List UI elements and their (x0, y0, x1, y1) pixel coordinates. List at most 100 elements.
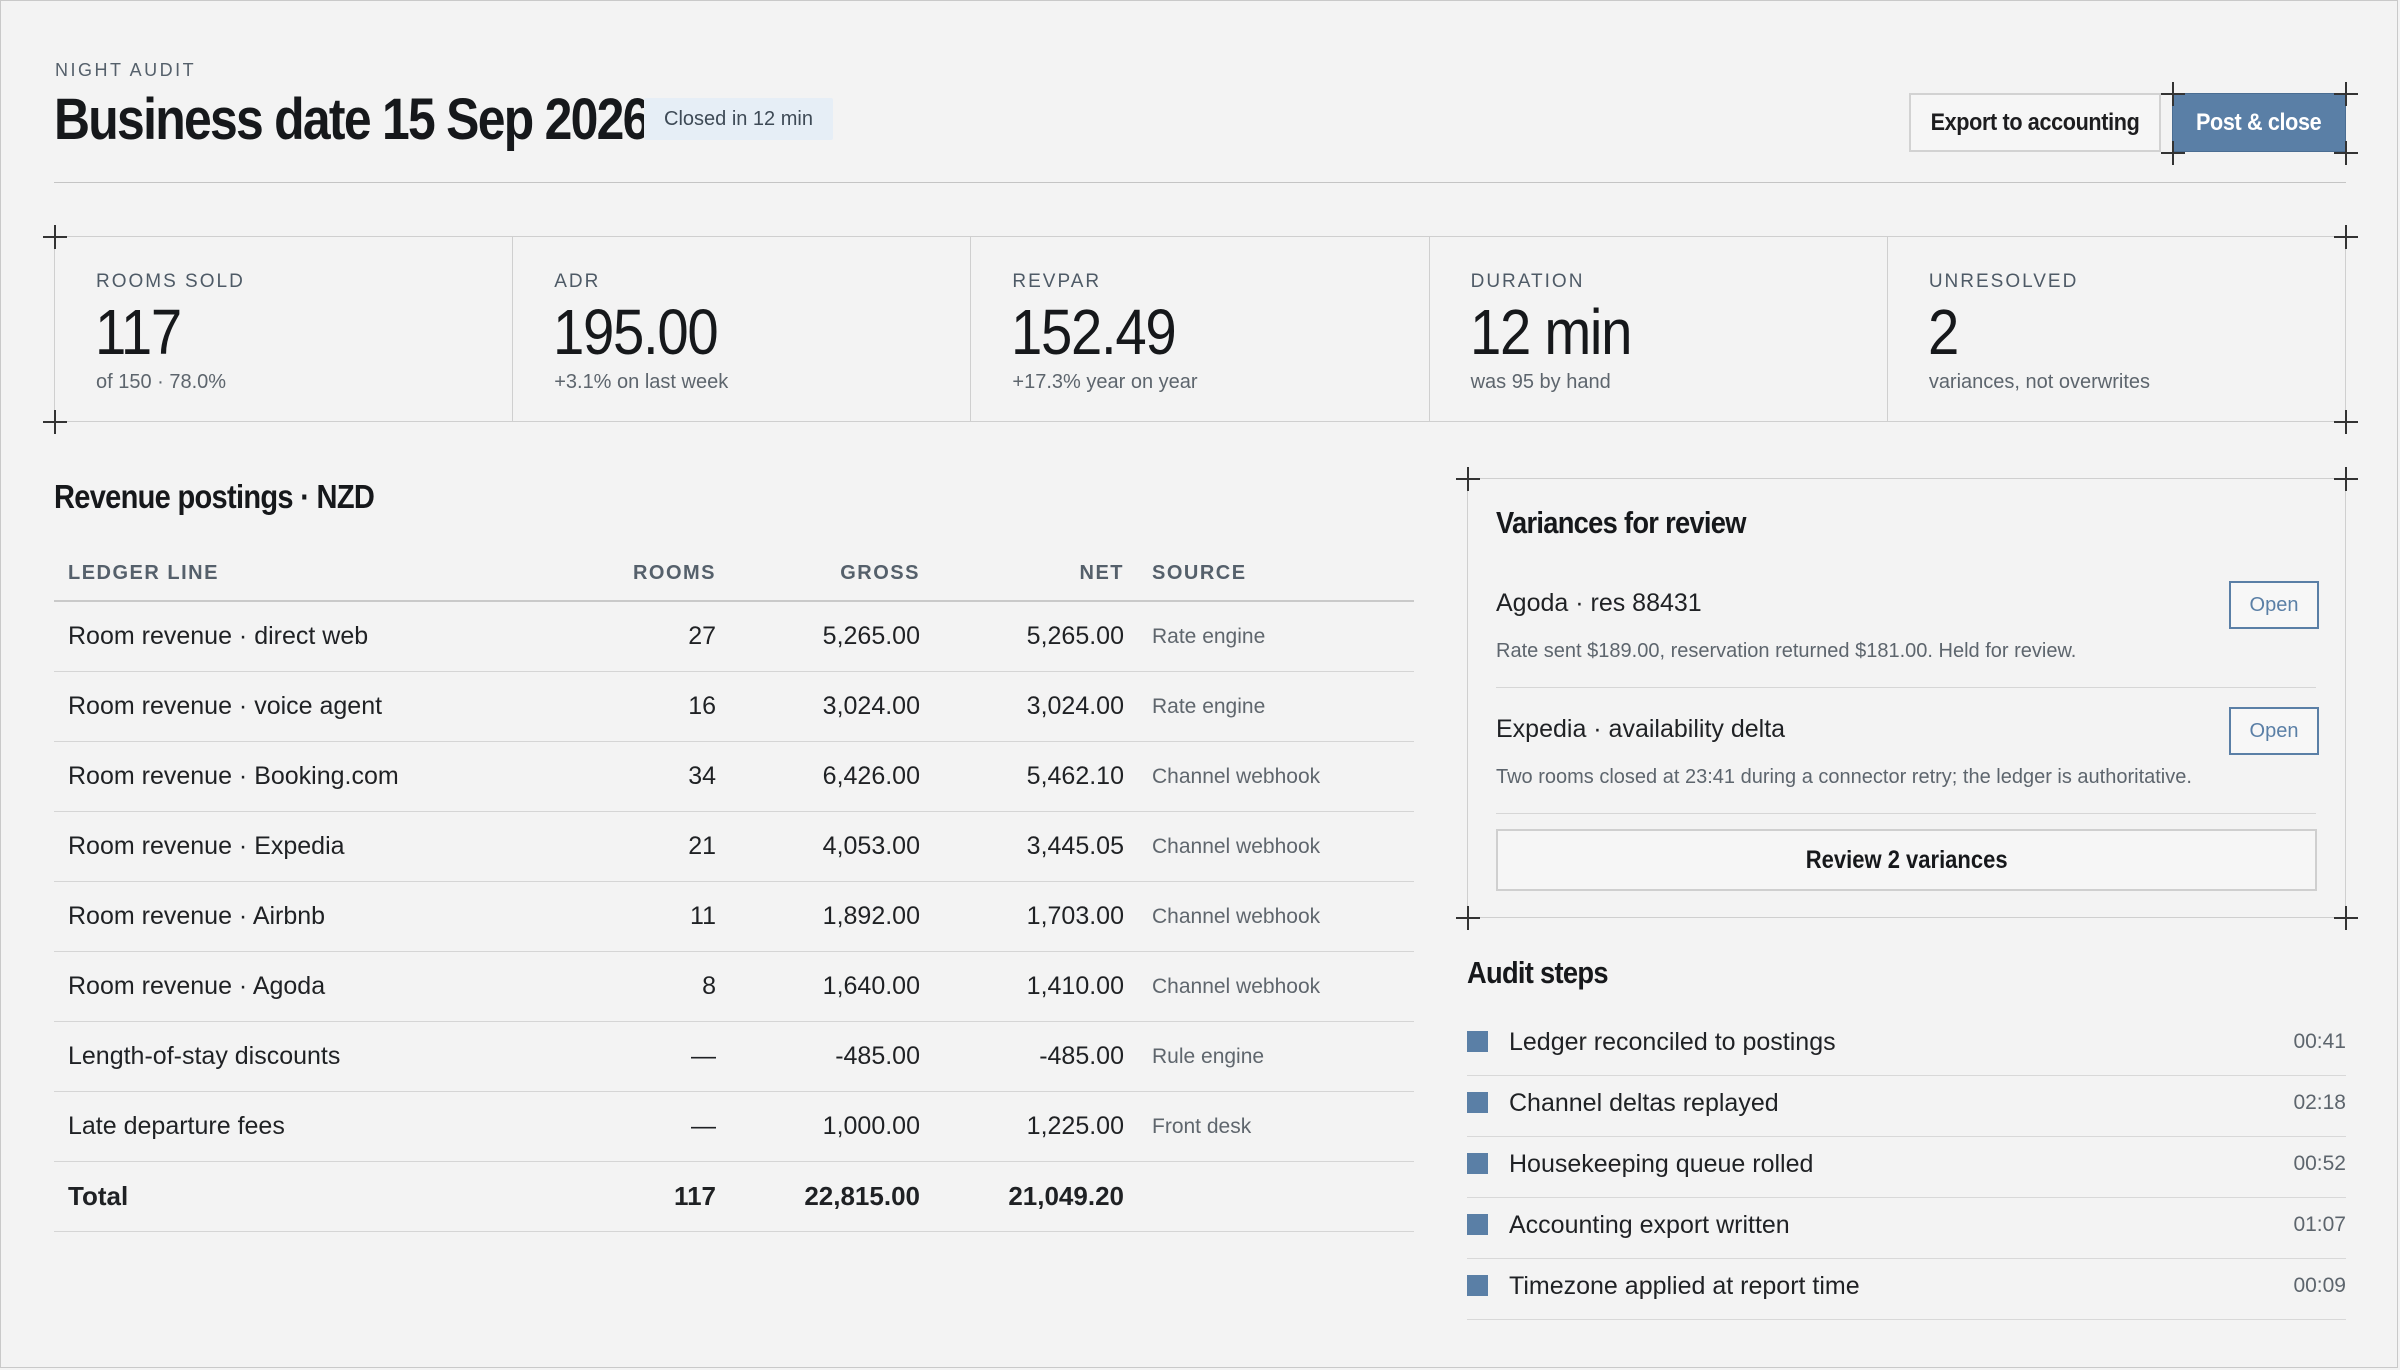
stat-label: UNRESOLVED (1928, 271, 2079, 292)
table-row: Room revenue · voice agent 16 3,024.00 3… (54, 671, 1414, 742)
cell-total-net: 21,049.20 (934, 1161, 1138, 1232)
audit-steps-title: Audit steps (1467, 955, 1609, 990)
revenue-section-title: Revenue postings · NZD (54, 478, 375, 515)
table-row: Late departure fees — 1,000.00 1,225.00 … (54, 1091, 1414, 1162)
cell-gross: 1,892.00 (730, 881, 934, 952)
open-variance-button[interactable]: Open (2229, 707, 2319, 755)
cell-gross: -485.00 (730, 1021, 934, 1092)
list-item: Housekeeping queue rolled 00:52 (1467, 1137, 2346, 1198)
variance-divider (1496, 687, 2316, 688)
stat-sub: +17.3% year on year (1012, 371, 1198, 393)
stat-sub: +3.1% on last week (554, 371, 729, 393)
cell-net: 3,445.05 (934, 811, 1138, 882)
cell-total-source (1138, 1161, 1414, 1232)
cell-source: Rate engine (1138, 671, 1414, 742)
cell-net: 3,024.00 (934, 671, 1138, 742)
stat-label: ROOMS SOLD (96, 271, 245, 292)
cell-total-label: Total (54, 1161, 582, 1232)
variance-description: Rate sent $189.00, reservation returned … (1496, 640, 2077, 662)
stat-sub: variances, not overwrites (1928, 371, 2151, 393)
variances-panel: Variances for review Agoda · res 88431 R… (1467, 478, 2346, 918)
stat-revpar: REVPAR 152.49 +17.3% year on year (971, 237, 1430, 421)
stat-rooms-sold: ROOMS SOLD 117 of 150 · 78.0% (55, 237, 514, 421)
cell-net: 5,462.10 (934, 741, 1138, 812)
post-and-close-button[interactable]: Post & close (2172, 93, 2346, 152)
revenue-table: LEDGER LINE ROOMS GROSS NET SOURCE Room … (54, 546, 1414, 1232)
stat-label: ADR (554, 271, 601, 292)
stat-value: 12 min (1469, 296, 1632, 368)
review-button-label: Review 2 variances (1805, 845, 2008, 874)
header-divider (54, 182, 2346, 183)
cell-ledger-line: Room revenue · Agoda (54, 951, 582, 1022)
cell-ledger-line: Room revenue · direct web (54, 601, 582, 672)
list-item: Channel deltas replayed 02:18 (1467, 1076, 2346, 1137)
cell-ledger-line: Length-of-stay discounts (54, 1021, 582, 1092)
cell-gross: 3,024.00 (730, 671, 934, 742)
step-time: 01:07 (2293, 1213, 2346, 1236)
step-complete-icon (1467, 1275, 1488, 1296)
list-item: Accounting export written 01:07 (1467, 1198, 2346, 1259)
open-variance-button[interactable]: Open (2229, 581, 2319, 629)
review-variances-button[interactable]: Review 2 variances (1496, 829, 2317, 891)
cell-total-gross: 22,815.00 (730, 1161, 934, 1232)
export-to-accounting-button[interactable]: Export to accounting (1909, 93, 2161, 152)
cell-ledger-line: Room revenue · voice agent (54, 671, 582, 742)
step-label: Timezone applied at report time (1509, 1272, 1860, 1300)
table-row: Room revenue · Booking.com 34 6,426.00 5… (54, 741, 1414, 812)
cell-net: 1,410.00 (934, 951, 1138, 1022)
table-row: Room revenue · direct web 27 5,265.00 5,… (54, 601, 1414, 672)
cell-gross: 4,053.00 (730, 811, 934, 882)
column-header-rooms: ROOMS (582, 546, 730, 602)
step-label: Ledger reconciled to postings (1509, 1028, 1836, 1056)
variance-item: Expedia · availability delta Two rooms c… (1496, 715, 2316, 789)
step-complete-icon (1467, 1092, 1488, 1113)
cell-rooms: — (582, 1021, 730, 1092)
cell-rooms: 11 (582, 881, 730, 952)
list-item: Timezone applied at report time 00:09 (1467, 1259, 2346, 1320)
stat-value: 117 (95, 296, 182, 368)
cell-source: Front desk (1138, 1091, 1414, 1162)
table-row: Room revenue · Expedia 21 4,053.00 3,445… (54, 811, 1414, 882)
cell-source: Channel webhook (1138, 881, 1414, 952)
page-title: Business date 15 Sep 2026 (54, 87, 650, 152)
cell-rooms: 8 (582, 951, 730, 1022)
stats-strip: ROOMS SOLD 117 of 150 · 78.0% ADR 195.00… (54, 236, 2346, 422)
cell-source: Channel webhook (1138, 741, 1414, 812)
variances-title: Variances for review (1496, 505, 1746, 540)
cell-net: 5,265.00 (934, 601, 1138, 672)
column-header-source: SOURCE (1138, 546, 1414, 602)
cell-rooms: 27 (582, 601, 730, 672)
variance-description: Two rooms closed at 23:41 during a conne… (1496, 766, 2192, 788)
variance-title: Expedia · availability delta (1496, 715, 1786, 743)
audit-steps-list: Ledger reconciled to postings 00:41 Chan… (1467, 1015, 2346, 1320)
table-row: Room revenue · Agoda 8 1,640.00 1,410.00… (54, 951, 1414, 1022)
column-header-ledger-line: LEDGER LINE (54, 546, 582, 602)
step-time: 02:18 (2293, 1091, 2346, 1114)
stat-label: REVPAR (1012, 271, 1102, 292)
stat-adr: ADR 195.00 +3.1% on last week (513, 237, 972, 421)
cell-total-rooms: 117 (582, 1161, 730, 1232)
step-time: 00:41 (2293, 1030, 2346, 1053)
stat-unresolved: UNRESOLVED 2 variances, not overwrites (1888, 237, 2345, 421)
step-complete-icon (1467, 1214, 1488, 1235)
export-button-label: Export to accounting (1930, 108, 2140, 136)
post-button-label: Post & close (2196, 108, 2322, 136)
variance-divider (1496, 813, 2316, 814)
column-header-gross: GROSS (730, 546, 934, 602)
table-header-row: LEDGER LINE ROOMS GROSS NET SOURCE (54, 546, 1414, 602)
stat-value: 195.00 (553, 296, 719, 368)
table-total-row: Total 117 22,815.00 21,049.20 (54, 1161, 1414, 1232)
cell-rooms: 21 (582, 811, 730, 882)
stat-value: 152.49 (1011, 296, 1177, 368)
table-row: Length-of-stay discounts — -485.00 -485.… (54, 1021, 1414, 1092)
step-label: Accounting export written (1509, 1211, 1790, 1239)
cell-gross: 1,640.00 (730, 951, 934, 1022)
cell-gross: 5,265.00 (730, 601, 934, 672)
cell-source: Channel webhook (1138, 951, 1414, 1022)
cell-rooms: 16 (582, 671, 730, 742)
cell-source: Channel webhook (1138, 811, 1414, 882)
cell-ledger-line: Room revenue · Booking.com (54, 741, 582, 812)
cell-gross: 1,000.00 (730, 1091, 934, 1162)
variance-title: Agoda · res 88431 (1496, 589, 1702, 617)
